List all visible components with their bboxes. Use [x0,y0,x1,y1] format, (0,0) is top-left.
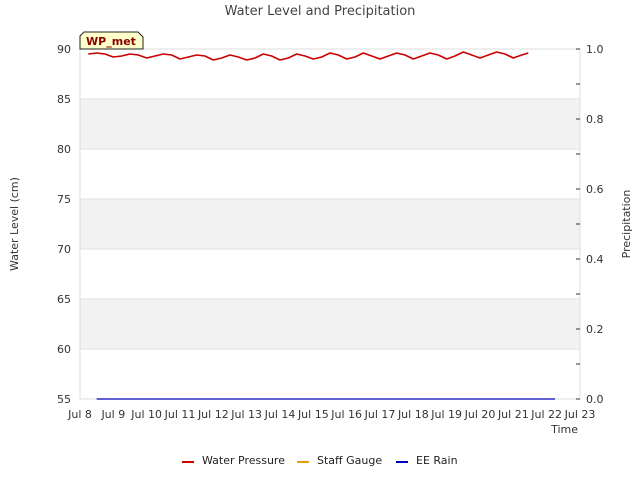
right-tick-label: 0.8 [586,113,604,126]
left-tick-label: 70 [57,243,71,256]
right-axis-label: Precipitation [620,190,633,259]
x-axis: Jul 8 Jul 9 Jul 10 Jul 11 Jul 12 Jul 13 Jul 14… [67,408,595,421]
site-badge-box [79,31,144,50]
left-tick-label: 90 [57,43,71,56]
left-tick-label: 60 [57,343,71,356]
x-tick-label: Jul 16 [330,408,362,421]
series-line-water-pressure [88,51,529,61]
x-tick-label: Jul 10 [130,408,162,421]
x-axis-label: Time [550,423,578,436]
x-tick-label: Jul 12 [197,408,229,421]
x-tick-label: Jul 13 [230,408,262,421]
left-tick-label: 75 [57,193,71,206]
background-band [80,299,580,349]
right-tick-label: 1.0 [586,43,604,56]
x-tick-label: Jul 22 [530,408,562,421]
left-tick-label: 55 [57,393,71,406]
x-tick-label: Jul 19 [430,408,462,421]
left-tick-label: 80 [57,143,71,156]
left-y-axis: 55 60 65 70 75 80 85 90 [57,43,71,406]
x-tick-label: Jul 15 [297,408,329,421]
left-axis-label: Water Level (cm) [8,177,21,271]
x-tick-label: Jul 17 [364,408,396,421]
background-band [80,99,580,149]
x-tick-label: Jul 14 [264,408,296,421]
x-tick-label: Jul 8 [67,408,92,421]
x-tick-label: Jul 23 [564,408,596,421]
legend-label: EE Rain [416,454,458,467]
legend: Water Pressure Staff Gauge EE Rain [182,454,458,467]
right-tick-label: 0.6 [586,183,604,196]
x-tick-label: Jul 20 [464,408,496,421]
right-tick-label: 0.4 [586,253,604,266]
x-tick-label: Jul 21 [497,408,529,421]
right-tick-label: 0.0 [586,393,604,406]
plot-background-bands [80,48,580,400]
site-badge: WP_met [79,31,144,50]
left-tick-label: 65 [57,293,71,306]
legend-label: Water Pressure [202,454,285,467]
chart-title: Water Level and Precipitation [225,4,416,19]
site-badge-label: WP_met [86,35,136,48]
legend-label: Staff Gauge [317,454,382,467]
x-tick-label: Jul 9 [100,408,125,421]
background-band [80,199,580,249]
x-tick-label: Jul 11 [164,408,196,421]
x-tick-label: Jul 18 [397,408,429,421]
series-layer [88,51,555,400]
right-y-axis: 0.0 0.2 0.4 0.6 0.8 1.0 [576,43,604,406]
right-tick-label: 0.2 [586,323,604,336]
left-tick-label: 85 [57,93,71,106]
